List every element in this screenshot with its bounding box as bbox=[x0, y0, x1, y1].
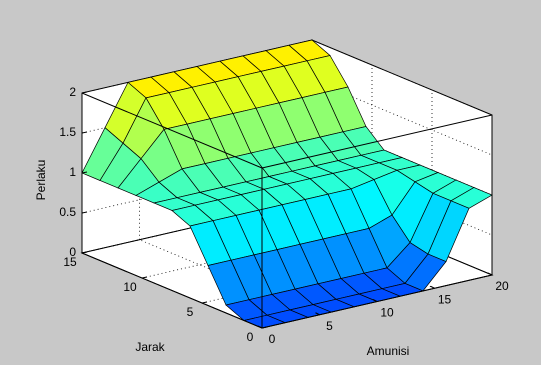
x-tick-label: 20 bbox=[495, 279, 509, 293]
z-tick-label: 0 bbox=[69, 245, 76, 259]
y-tick-label: 0 bbox=[247, 330, 254, 344]
y-tick-label: 10 bbox=[123, 280, 137, 294]
z-tick bbox=[81, 171, 88, 174]
z-axis-label: Perlaku bbox=[34, 160, 48, 201]
axis-box-edge bbox=[261, 114, 493, 169]
x-tick-label: 0 bbox=[269, 332, 276, 346]
x-axis-label: Amunisi bbox=[367, 344, 410, 358]
axis-line bbox=[81, 252, 263, 329]
y-tick-label: 15 bbox=[63, 255, 77, 269]
grid-line bbox=[311, 199, 493, 276]
axis-line bbox=[261, 274, 493, 329]
y-tick-label: 5 bbox=[187, 305, 194, 319]
z-tick-label: 0.5 bbox=[59, 205, 76, 219]
grid-line bbox=[311, 39, 493, 116]
x-tick-label: 5 bbox=[326, 319, 333, 333]
y-axis-label: Jarak bbox=[135, 340, 165, 354]
z-tick-label: 1 bbox=[69, 165, 76, 179]
z-tick-label: 1.5 bbox=[59, 125, 76, 139]
z-tick-label: 2 bbox=[69, 85, 76, 99]
z-tick bbox=[81, 211, 88, 214]
x-tick-label: 10 bbox=[380, 306, 394, 320]
axis-box-edge bbox=[81, 92, 263, 169]
z-tick bbox=[81, 131, 88, 134]
x-tick-label: 15 bbox=[438, 292, 452, 306]
